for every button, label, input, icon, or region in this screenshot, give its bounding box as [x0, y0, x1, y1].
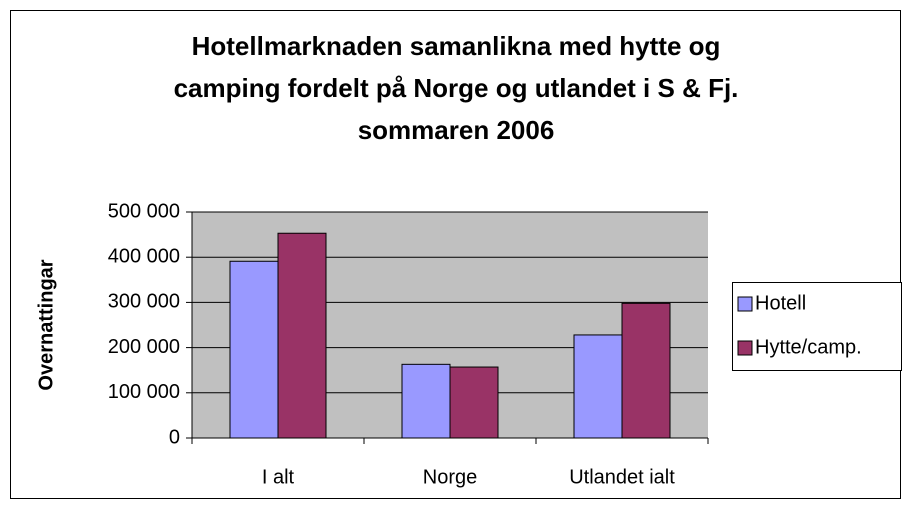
chart-title: Hotellmarknaden samanlikna med hytte og	[192, 31, 721, 61]
x-tick-label: Norge	[423, 466, 477, 488]
x-tick-label: I alt	[262, 466, 295, 488]
y-tick-label: 500 000	[108, 200, 180, 222]
bar	[229, 260, 279, 439]
y-tick-label: 0	[169, 426, 180, 448]
y-tick-label: 200 000	[108, 336, 180, 358]
y-tick-label: 400 000	[108, 245, 180, 267]
legend-swatch	[737, 340, 753, 356]
bar	[401, 363, 451, 439]
bar	[621, 302, 671, 439]
y-axis-label: Overnattingar	[35, 259, 57, 390]
y-tick-label: 300 000	[108, 291, 180, 313]
legend-label: Hytte/camp.	[755, 336, 862, 358]
bar	[277, 232, 327, 439]
bar	[573, 334, 623, 439]
y-tick-label: 100 000	[108, 381, 180, 403]
legend	[732, 282, 902, 371]
legend-label: Hotell	[755, 292, 806, 314]
x-tick-label: Utlandet ialt	[569, 466, 675, 488]
legend-swatch	[737, 296, 753, 312]
chart-title: camping fordelt på Norge og utlandet i S…	[174, 73, 739, 103]
chart-title: sommaren 2006	[358, 115, 555, 145]
bar	[449, 366, 499, 439]
